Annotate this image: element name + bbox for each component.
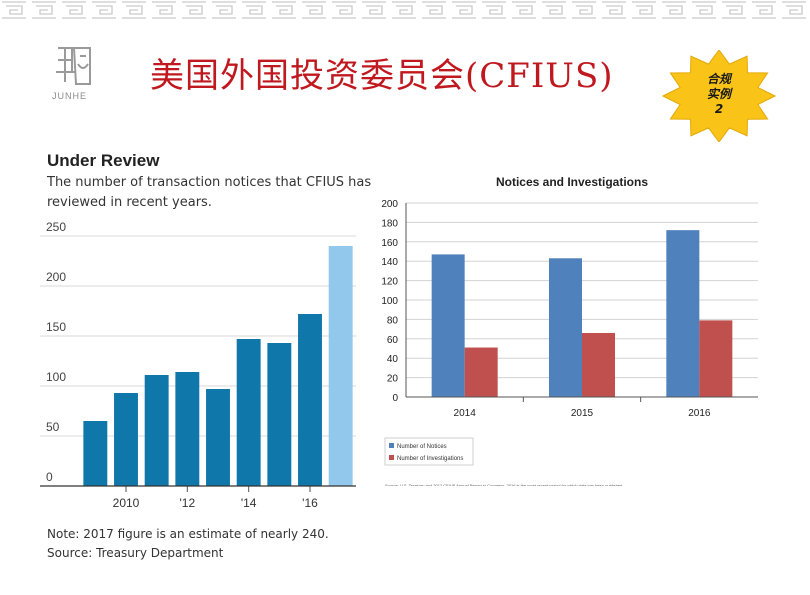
border-pattern-motif xyxy=(542,1,566,19)
notices-bar xyxy=(666,230,700,397)
left-bar xyxy=(144,375,169,486)
notices-investigations-bar-chart: Notices and Investigations 0 20 40 60 80 100 12… xyxy=(381,175,758,486)
left-bar xyxy=(83,421,108,486)
border-pattern-motif xyxy=(92,1,116,19)
junhe-logo-icon xyxy=(56,47,91,85)
right-y-tick-label: 20 xyxy=(387,374,399,385)
left-x-tick-label: '16 xyxy=(302,496,318,510)
left-x-tick-label: '12 xyxy=(180,496,196,510)
left-bar xyxy=(206,389,230,486)
legend-notices-swatch xyxy=(389,443,394,448)
right-x-tick-label: 2014 xyxy=(454,408,477,419)
border-pattern-motif xyxy=(2,1,26,19)
border-pattern-motif xyxy=(722,1,746,19)
investigations-bar xyxy=(582,332,615,397)
left-bar xyxy=(298,314,322,486)
left-y-tick-label: 150 xyxy=(46,320,66,334)
right-y-tick-label: 0 xyxy=(392,393,398,404)
border-pattern-motif xyxy=(572,1,596,19)
right-y-tick-label: 100 xyxy=(381,296,398,307)
border-pattern-motif xyxy=(452,1,476,19)
left-bar xyxy=(267,343,292,486)
badge-line-3: 2 xyxy=(714,102,724,116)
estimate-note: Note: 2017 figure is an estimate of near… xyxy=(47,527,329,541)
border-pattern-motif xyxy=(782,1,806,19)
badge-line-1: 合规 xyxy=(706,72,731,86)
right-y-tick-label: 120 xyxy=(381,277,398,288)
border-pattern-motif xyxy=(32,1,56,19)
right-x-tick-label: 2015 xyxy=(571,408,594,419)
border-pattern-motif xyxy=(302,1,326,19)
left-bar xyxy=(328,246,353,486)
decorative-top-border xyxy=(0,0,810,20)
left-chart-subtitle: The number of transaction notices that C… xyxy=(47,175,372,210)
investigations-bar xyxy=(699,320,733,397)
chart-notes: Note: 2017 figure is an estimate of near… xyxy=(47,525,329,563)
source-note: Source: Treasury Department xyxy=(47,546,224,560)
border-pattern-motif xyxy=(362,1,386,19)
right-x-tick-label: 2016 xyxy=(688,408,711,419)
left-bar xyxy=(114,393,138,486)
left-bar xyxy=(236,339,261,486)
border-pattern-motif xyxy=(662,1,686,19)
right-y-tick-label: 200 xyxy=(381,199,398,210)
border-pattern-motif xyxy=(122,1,146,19)
border-pattern-motif xyxy=(512,1,536,19)
border-pattern-motif xyxy=(632,1,656,19)
page-title: 美国外国投资委员会(CFIUS) xyxy=(150,56,614,96)
right-source-note: Source: U.S. Treasury and 2017 CFIUS Ann… xyxy=(385,483,623,486)
legend-investigations-swatch xyxy=(389,455,394,460)
left-x-tick-label: 2010 xyxy=(113,496,140,510)
right-y-tick-label: 140 xyxy=(381,257,398,268)
right-y-tick-label: 60 xyxy=(387,335,399,346)
compliance-badge-label: 合规 实例 2 xyxy=(660,72,778,117)
border-pattern-motif xyxy=(482,1,506,19)
right-y-tick-label: 160 xyxy=(381,238,398,249)
border-pattern-motif xyxy=(152,1,176,19)
border-pattern-motif xyxy=(242,1,266,19)
legend-notices-label: Number of Notices xyxy=(397,444,447,450)
right-chart-title: Notices and Investigations xyxy=(496,175,648,189)
left-x-tick-label: '14 xyxy=(241,496,257,510)
left-y-tick-label: 100 xyxy=(46,370,66,384)
compliance-badge-star-icon xyxy=(661,50,777,142)
notices-bar xyxy=(549,258,582,397)
notices-bar xyxy=(431,254,465,397)
border-pattern-motif xyxy=(602,1,626,19)
right-y-tick-label: 180 xyxy=(381,218,398,229)
border-pattern-motif xyxy=(692,1,716,19)
logo-text: JUNHE xyxy=(52,91,88,101)
legend-box xyxy=(384,437,474,466)
border-pattern-motif xyxy=(392,1,416,19)
badge-line-2: 实例 xyxy=(706,87,731,101)
legend-investigations-label: Number of Investigations xyxy=(397,456,463,462)
left-y-tick-label: 200 xyxy=(46,270,66,284)
left-bar xyxy=(175,372,200,486)
under-review-bar-chart: 0 50 100 150 200 250 2010 '12 '14 '16 xyxy=(40,222,356,510)
right-legend: Number of Notices Number of Investigation… xyxy=(384,437,474,466)
left-y-tick-label: 50 xyxy=(46,420,60,434)
border-pattern-motif xyxy=(182,1,206,19)
border-pattern-motif xyxy=(332,1,356,19)
right-y-tick-label: 40 xyxy=(387,354,399,365)
right-y-tick-label: 80 xyxy=(387,315,399,326)
left-chart-title: Under Review xyxy=(47,151,160,170)
border-pattern-motif xyxy=(752,1,776,19)
border-pattern-motif xyxy=(212,1,236,19)
left-y-tick-label: 0 xyxy=(46,470,53,484)
left-y-tick-label: 250 xyxy=(46,222,66,234)
border-pattern-motif xyxy=(62,1,86,19)
border-pattern-motif xyxy=(422,1,446,19)
investigations-bar xyxy=(464,347,498,397)
border-pattern-motif xyxy=(272,1,296,19)
